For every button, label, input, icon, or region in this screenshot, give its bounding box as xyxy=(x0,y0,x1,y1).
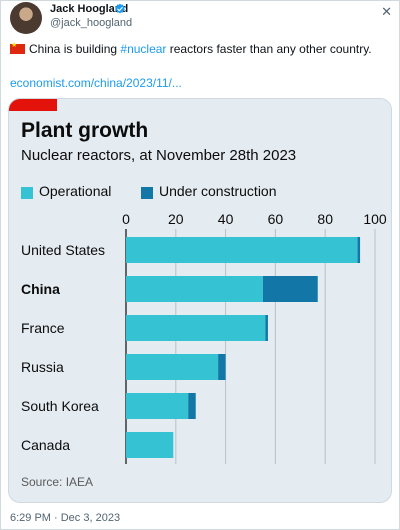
x-tick-label: 100 xyxy=(363,211,387,227)
x-tick-label: 0 xyxy=(122,211,130,227)
bar-under-construction xyxy=(357,237,361,263)
category-label: Russia xyxy=(21,359,64,375)
bar-under-construction xyxy=(218,354,226,380)
legend-swatch-under-construction xyxy=(141,187,153,199)
bar-operational xyxy=(126,276,263,302)
close-icon[interactable]: ✕ xyxy=(381,4,392,19)
bar-under-construction xyxy=(188,393,196,419)
category-label: United States xyxy=(21,242,105,258)
bar-under-construction xyxy=(262,276,318,302)
avatar[interactable] xyxy=(10,2,42,34)
economist-red-tag xyxy=(9,99,57,111)
bar-operational xyxy=(126,237,358,263)
x-tick-label: 40 xyxy=(218,211,234,227)
tweet-timestamp[interactable]: 6:29 PM · Dec 3, 2023 xyxy=(10,512,121,524)
author-handle[interactable]: @jack_hoogland xyxy=(50,17,133,29)
chart-source: Source: IAEA xyxy=(21,475,94,489)
category-label: Canada xyxy=(21,437,70,453)
chart-card[interactable]: Plant growth Nuclear reactors, at Novemb… xyxy=(8,98,392,503)
china-flag-icon xyxy=(10,41,25,54)
bar-under-construction xyxy=(265,315,268,341)
legend-swatch-operational xyxy=(21,187,33,199)
author-name[interactable]: Jack Hoogland xyxy=(50,3,129,15)
bar-operational xyxy=(126,354,219,380)
chart-subtitle: Nuclear reactors, at November 28th 2023 xyxy=(21,147,297,164)
chart-title: Plant growth xyxy=(21,119,149,142)
category-label: South Korea xyxy=(21,398,99,414)
category-label: China xyxy=(21,281,60,297)
bar-operational xyxy=(126,432,174,458)
x-tick-label: 60 xyxy=(268,211,284,227)
bar-operational xyxy=(126,315,266,341)
verified-badge-icon xyxy=(115,3,125,14)
bar-chart: 0 20 40 60 80 100 United States China France Russ… xyxy=(21,211,387,464)
tweet-text-start: China is building xyxy=(29,42,121,56)
bar-operational xyxy=(126,393,189,419)
tweet-text: China is building #nuclear reactors fast… xyxy=(10,41,372,56)
article-link[interactable]: economist.com/china/2023/11/... xyxy=(10,76,182,90)
legend-label-operational: Operational xyxy=(39,183,112,199)
x-tick-label: 20 xyxy=(168,211,184,227)
hashtag-link[interactable]: #nuclear xyxy=(120,42,167,56)
x-tick-label: 80 xyxy=(317,211,333,227)
category-label: France xyxy=(21,320,65,336)
tweet-text-end: reactors faster than any other country. xyxy=(166,42,372,56)
legend-label-under-construction: Under construction xyxy=(159,183,277,199)
